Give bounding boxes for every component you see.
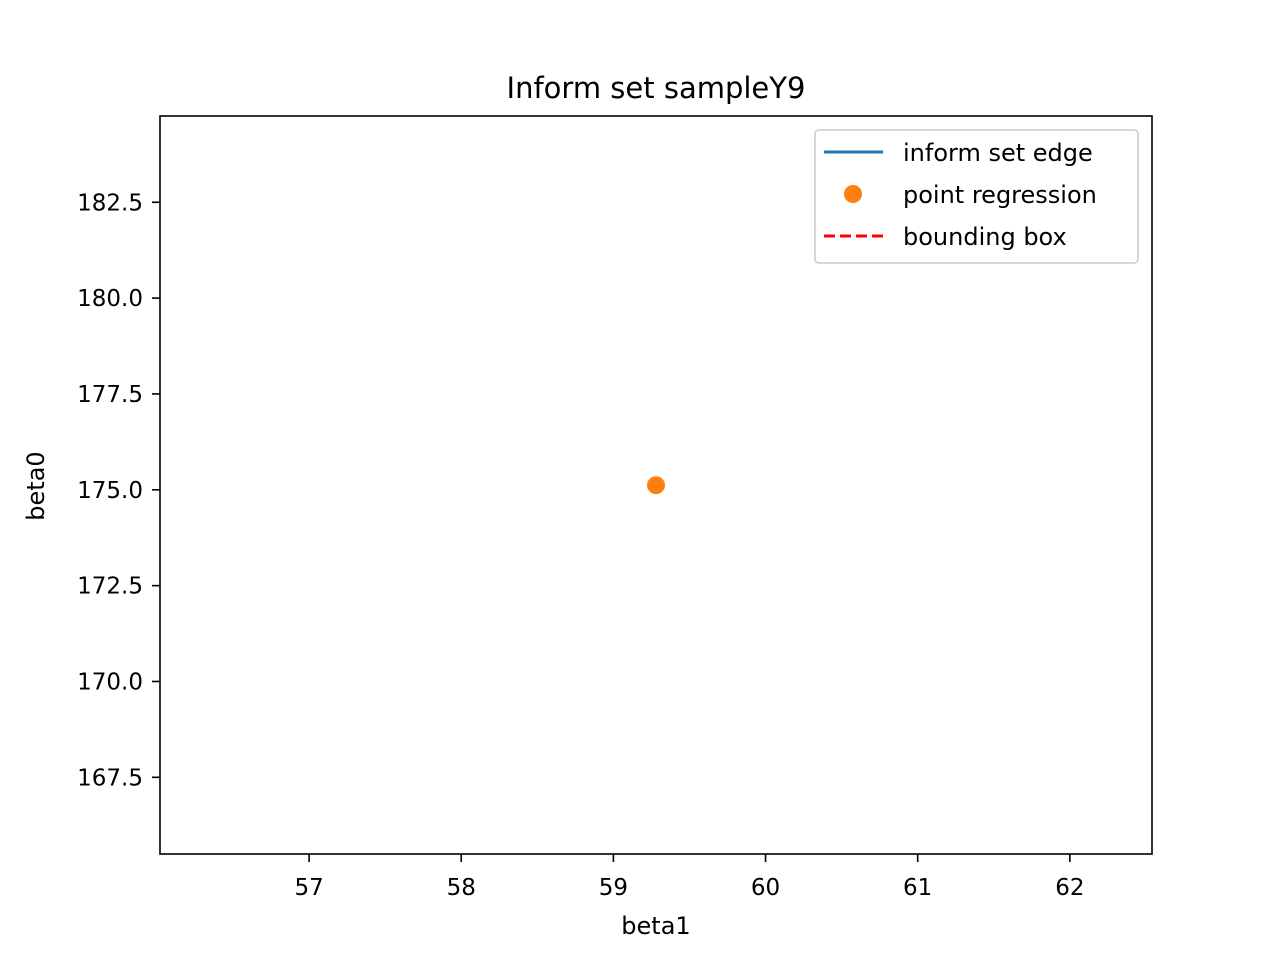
legend-label: bounding box [903, 223, 1067, 251]
legend-box [814, 129, 1139, 264]
y-tick-label: 175.0 [77, 478, 143, 504]
legend-marker-point-regression [844, 185, 862, 203]
x-axis-label: beta1 [621, 912, 690, 940]
legend-label: inform set edge [903, 139, 1093, 167]
axes-frame [159, 115, 1153, 855]
point-regression-marker [647, 476, 665, 495]
y-axis-label: beta0 [22, 451, 50, 520]
x-tick-label: 59 [599, 875, 628, 901]
x-tick-label: 61 [903, 875, 932, 901]
legend-label: point regression [903, 181, 1097, 209]
y-tick-label: 182.5 [77, 190, 143, 216]
y-tick-label: 172.5 [77, 574, 143, 600]
x-tick-label: 60 [751, 875, 780, 901]
y-tick-label: 170.0 [77, 669, 143, 695]
chart-title: Inform set sampleY9 [507, 71, 806, 105]
legend: inform set edge point regression bounding … [814, 129, 1139, 264]
y-axis: 167.5 170.0 172.5 175.0 177.5 180.0 182.5 [77, 190, 160, 791]
x-axis: 57 58 59 60 61 62 [294, 854, 1084, 901]
x-tick-label: 57 [294, 875, 323, 901]
x-tick-label: 58 [447, 875, 476, 901]
x-tick-label: 62 [1055, 875, 1084, 901]
y-tick-label: 180.0 [77, 286, 143, 312]
y-tick-label: 167.5 [77, 765, 143, 791]
y-tick-label: 177.5 [77, 382, 143, 408]
plot-area [159, 115, 1153, 855]
series-layer [647, 476, 665, 495]
